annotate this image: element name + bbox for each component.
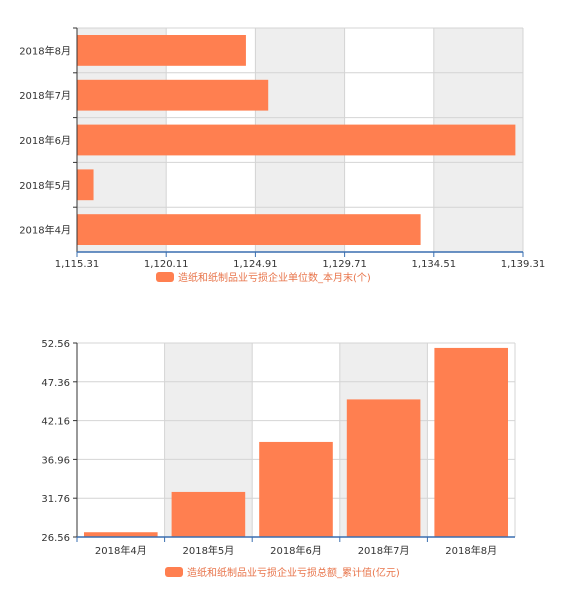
chart2-ytick-label: 42.16 <box>41 417 70 428</box>
chart2-category-label: 2018年5月 <box>182 544 234 557</box>
chart2-legend-swatch <box>165 567 183 577</box>
chart1-category-label: 2018年8月 <box>19 44 71 57</box>
chart1-category-label: 2018年6月 <box>19 134 71 147</box>
chart1-bar <box>77 124 516 156</box>
chart2-category-label: 2018年8月 <box>445 544 497 557</box>
chart1-legend-swatch <box>156 272 174 282</box>
chart1-xtick-label: 1,129.71 <box>322 259 367 270</box>
chart1-category-label: 2018年7月 <box>19 89 71 102</box>
chart2-bar <box>259 441 333 537</box>
chart1-legend-label: 造纸和纸制品业亏损企业单位数_本月末(个) <box>178 271 371 284</box>
chart1-xtick-label: 1,124.91 <box>233 259 278 270</box>
chart2-grid-band <box>77 343 165 537</box>
chart1-bar <box>77 79 269 111</box>
chart1-bar <box>77 35 246 66</box>
chart2-ytick-label: 36.96 <box>41 455 70 466</box>
chart1-xtick-label: 1,120.11 <box>144 259 189 270</box>
chart2-category-label: 2018年6月 <box>270 544 322 557</box>
chart2-bar <box>346 399 421 537</box>
chart1-xtick-label: 1,115.31 <box>55 259 100 270</box>
chart2-category-label: 2018年4月 <box>95 544 147 557</box>
chart2-bar <box>171 491 246 537</box>
chart2-category-label: 2018年7月 <box>358 544 410 557</box>
chart1-plot <box>73 27 524 257</box>
chart2-ytick-label: 31.76 <box>41 494 70 505</box>
chart2-plot <box>73 342 516 542</box>
chart1-bar <box>77 169 94 201</box>
chart1-bar <box>77 214 421 245</box>
chart2-ytick-label: 47.36 <box>41 378 70 389</box>
chart2-bar <box>84 532 158 537</box>
chart2-legend-label: 造纸和纸制品业亏损企业亏损总额_累计值(亿元) <box>187 566 400 579</box>
chart2-ytick-label: 26.56 <box>41 533 70 544</box>
chart2-ytick-label: 52.56 <box>41 339 70 350</box>
chart1-xtick-label: 1,139.31 <box>501 259 546 270</box>
chart1-category-label: 2018年4月 <box>19 224 71 237</box>
chart2-bar <box>434 347 508 537</box>
chart1-category-label: 2018年5月 <box>19 179 71 192</box>
chart1-xtick-label: 1,134.51 <box>412 259 457 270</box>
